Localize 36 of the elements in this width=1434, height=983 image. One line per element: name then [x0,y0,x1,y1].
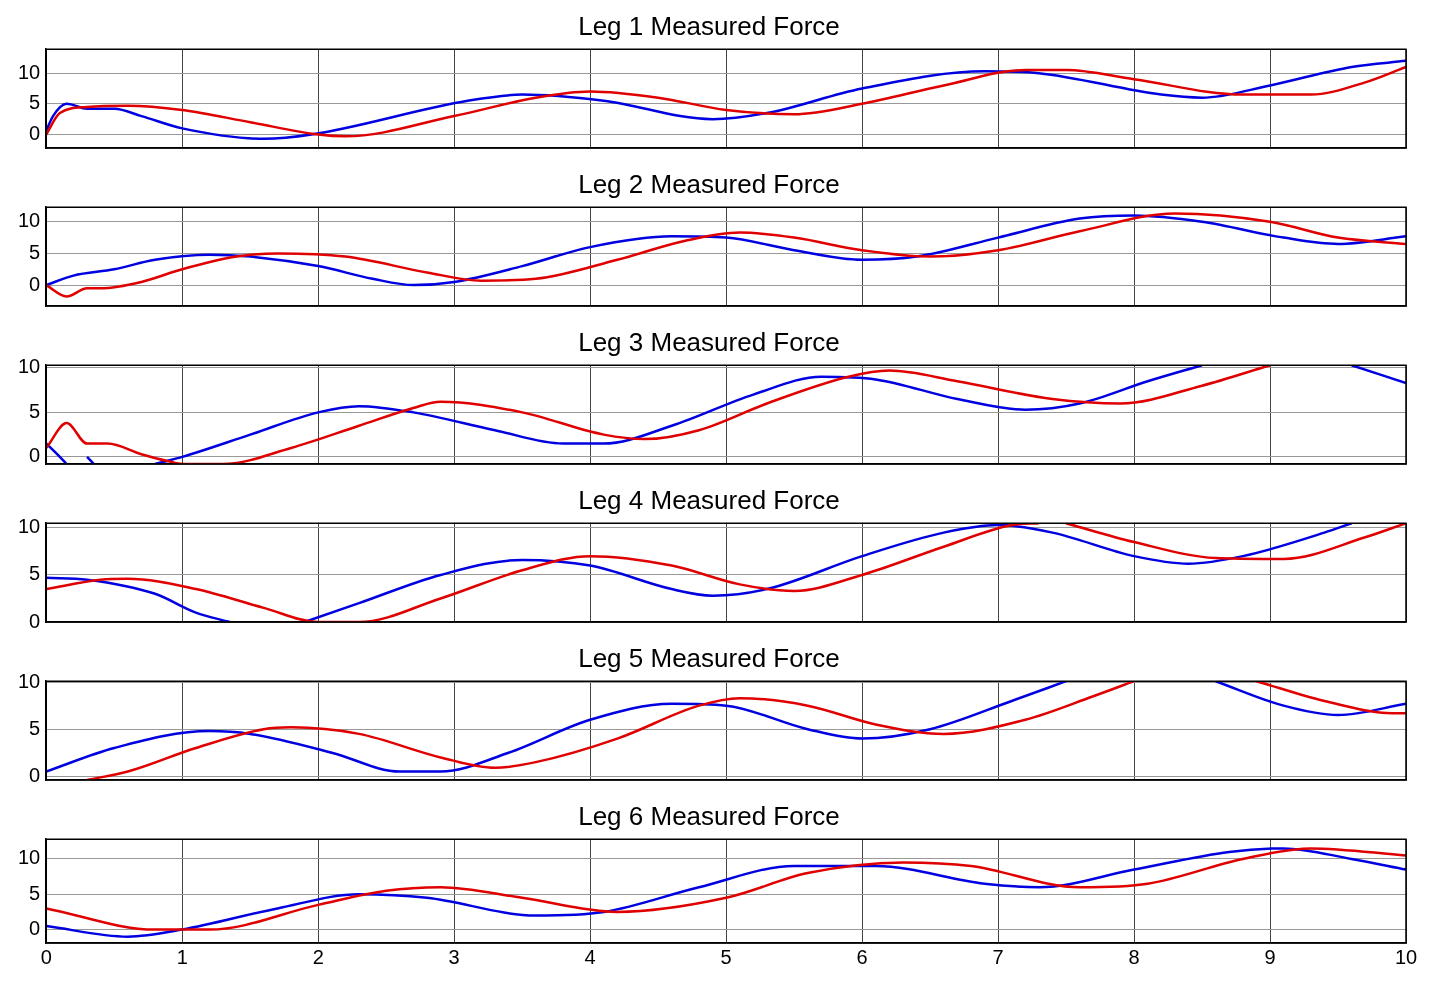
y-tick-label: 5 [29,91,41,114]
y-tick-label: 10 [18,515,41,538]
y-tick-label: 0 [29,272,41,295]
y-tick-label: 10 [18,60,41,83]
y-tick-label: 0 [29,122,41,145]
x-tick-label: 7 [992,945,1004,968]
chart-title: Leg 5 Measured Force [578,642,840,673]
y-tick-label: 5 [29,399,41,422]
y-tick-label: 10 [18,846,41,869]
x-tick-label: 4 [584,945,596,968]
x-tick-label: 6 [856,945,868,968]
y-tick-label: 5 [29,716,41,739]
y-tick-label: 10 [18,669,41,692]
y-tick-label: 0 [29,444,41,467]
y-tick-label: 5 [29,562,41,585]
y-tick-label: 0 [29,763,41,786]
y-tick-label: 0 [29,609,41,632]
x-tick-label: 5 [720,945,732,968]
line-series [46,212,1406,298]
x-tick-label: 8 [1128,945,1140,968]
y-tick-label: 10 [18,355,41,378]
y-tick-label: 5 [29,881,41,904]
line-series [46,214,1406,287]
y-tick-label: 0 [29,917,41,940]
y-tick-label: 10 [18,209,41,232]
x-tick-label: 1 [176,945,188,968]
chart-title: Leg 2 Measured Force [578,168,840,199]
chart-title: Leg 4 Measured Force [578,484,840,515]
chart-title: Leg 3 Measured Force [578,326,840,357]
x-tick-label: 10 [1394,945,1418,968]
chart-title: Leg 1 Measured Force [578,10,840,41]
x-tick-label: 2 [312,945,324,968]
x-tick-label: 9 [1264,945,1276,968]
chart-title: Leg 6 Measured Force [578,800,840,831]
y-tick-label: 5 [29,240,41,263]
x-tick-label: 3 [448,945,460,968]
